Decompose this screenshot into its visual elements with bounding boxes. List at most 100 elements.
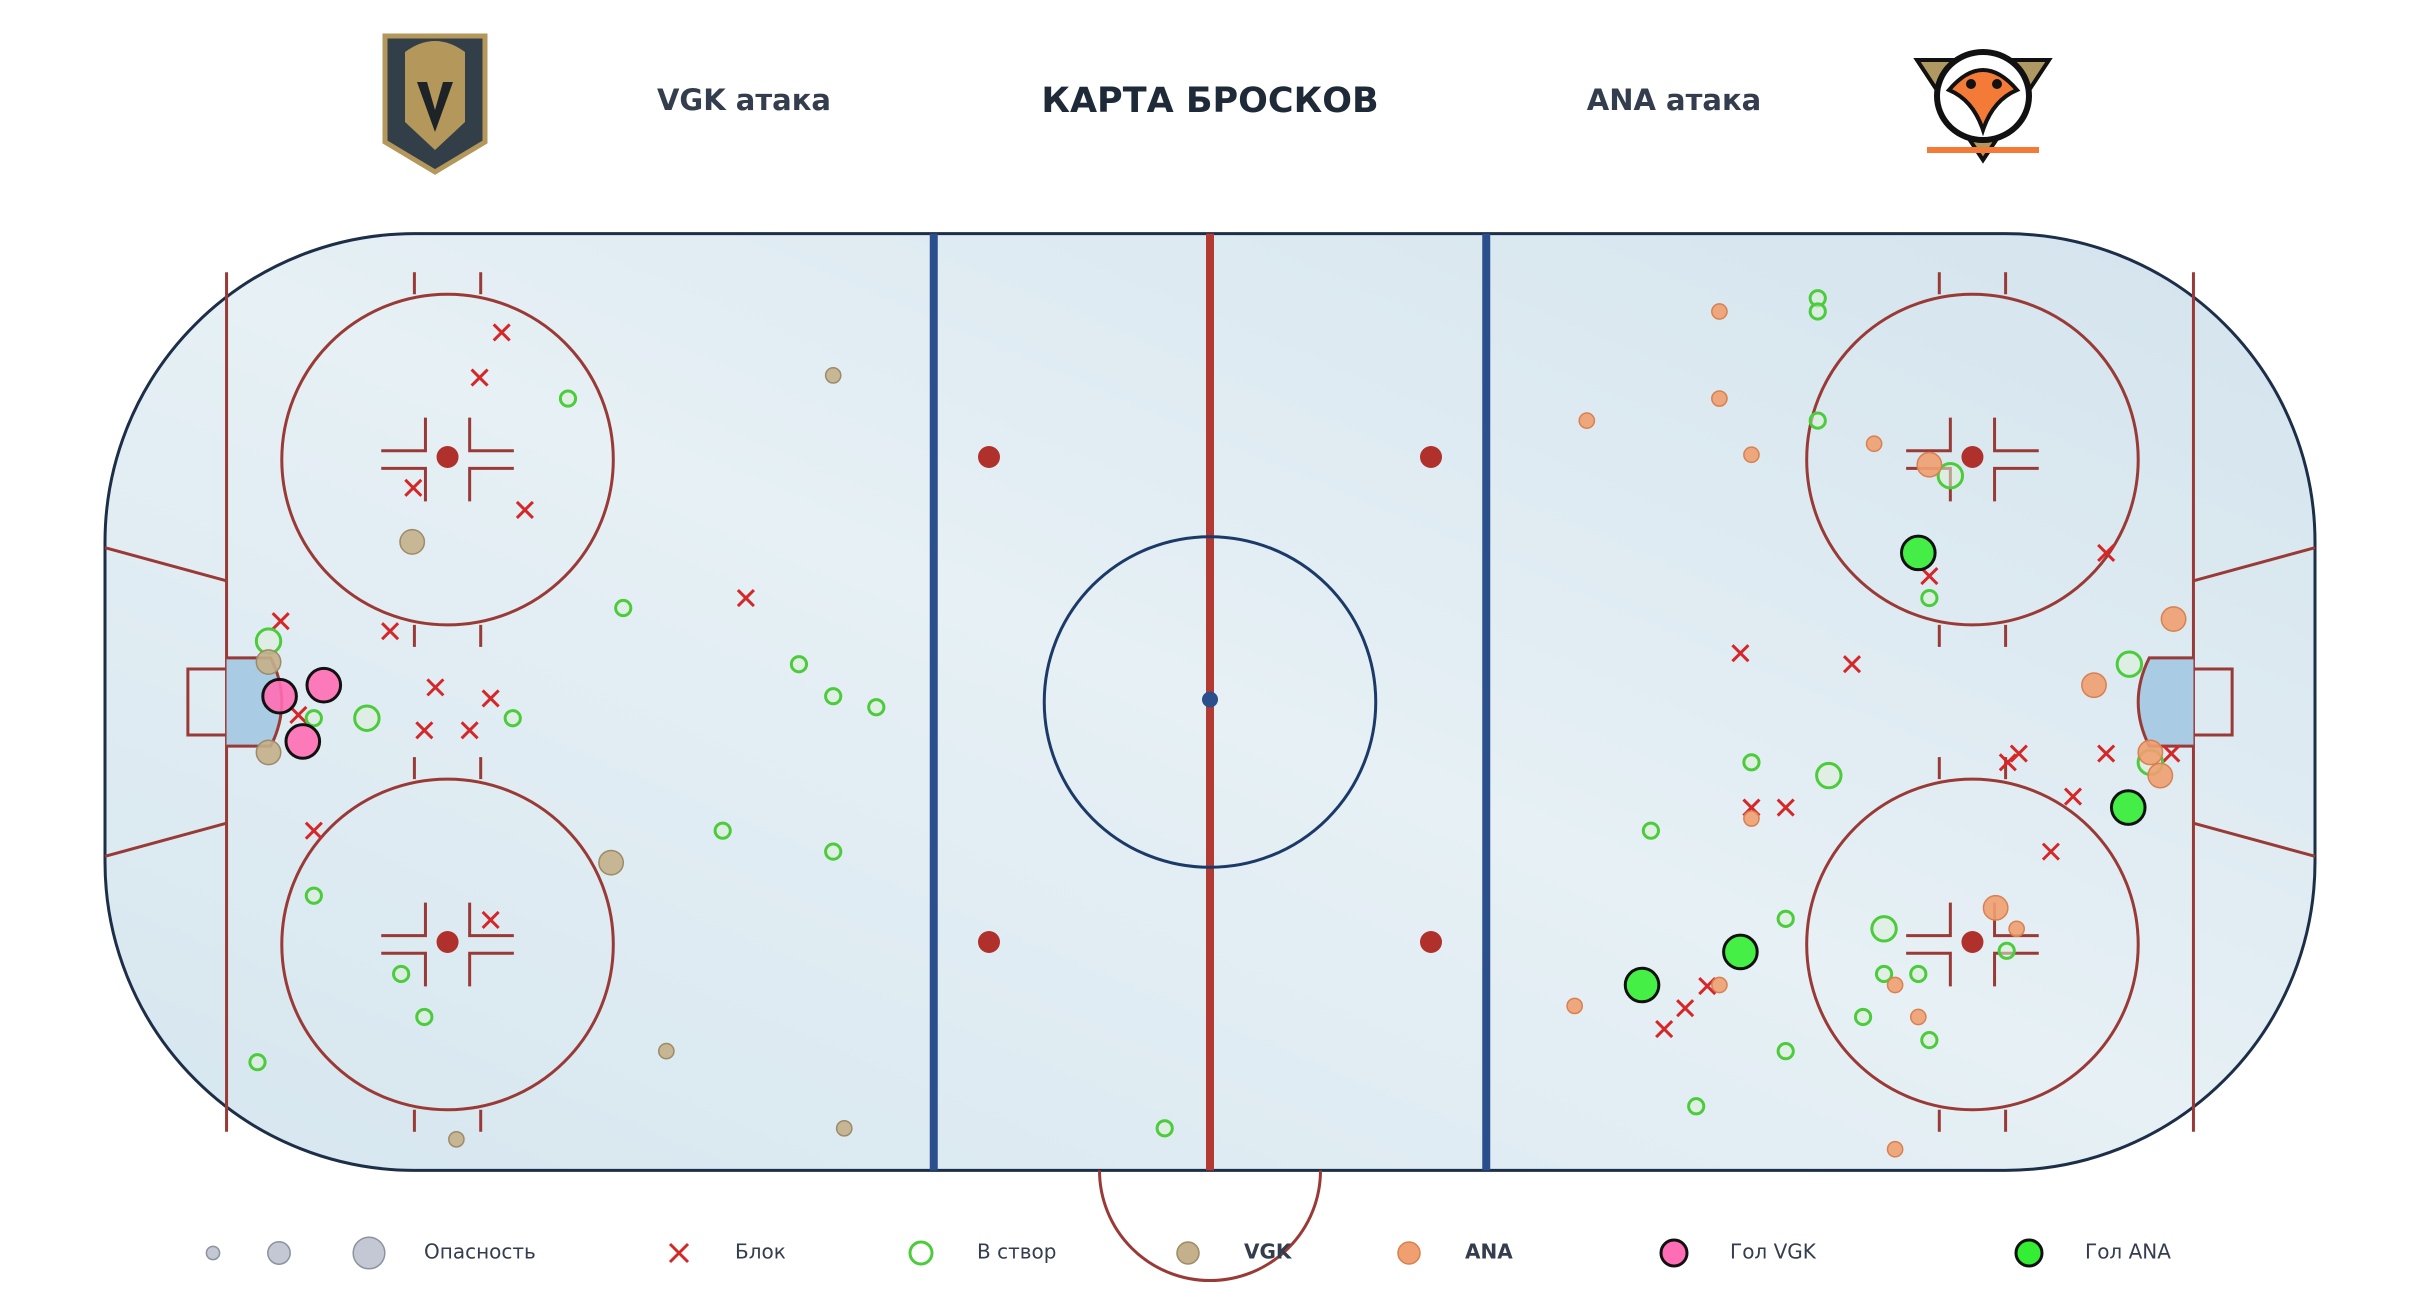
legend-mark [1659, 1238, 1689, 1268]
chart-title: КАРТА БРОСКОВ [1041, 81, 1378, 121]
on-goal-shot [1815, 761, 1843, 790]
size-legend-mark [352, 1236, 386, 1270]
shot [2137, 739, 2164, 766]
block-mark [736, 589, 755, 608]
shot [2147, 762, 2174, 789]
faceoff-hash [381, 468, 425, 501]
shot [1743, 810, 1760, 827]
on-goal-shot [824, 842, 843, 861]
shot [284, 723, 322, 760]
shot [2160, 606, 2187, 632]
shot [1886, 1140, 1904, 1158]
faceoff-hash [1906, 418, 1950, 451]
block-mark [304, 821, 323, 840]
ana-logo [1913, 49, 2053, 164]
legend-mark [668, 1242, 690, 1264]
shot [261, 677, 298, 715]
block-mark [1655, 1020, 1674, 1039]
faceoff-hash [381, 953, 425, 986]
shot [598, 849, 625, 876]
legend-mark [1176, 1241, 1200, 1265]
block-mark [2063, 787, 2083, 806]
on-goal-shot [1808, 411, 1827, 430]
legend-label: Блок [735, 1240, 786, 1264]
block-mark [426, 678, 445, 697]
faceoff-hash [1906, 903, 1950, 936]
on-goal-shot [1776, 1042, 1795, 1061]
shot [2081, 672, 2107, 699]
on-goal-shot [248, 1053, 267, 1072]
on-goal-shot [353, 704, 381, 732]
left-attack-label: VGK атака [657, 83, 831, 117]
faceoff-hash [1995, 953, 2039, 986]
block-mark [289, 705, 308, 724]
size-legend-mark [267, 1241, 291, 1265]
on-goal-shot [415, 1007, 434, 1027]
rink [105, 234, 2315, 1281]
shot [1578, 412, 1596, 429]
on-goal-shot [1870, 915, 1898, 943]
shot [657, 1042, 675, 1060]
block-mark [1676, 999, 1695, 1018]
on-goal-shot [1920, 588, 1939, 608]
faceoff-dot [1961, 445, 1984, 468]
right-attack-label: ANA атака [1587, 83, 1761, 117]
block-mark [460, 721, 479, 740]
block-mark [381, 622, 400, 641]
legend-label: VGK [1244, 1240, 1293, 1264]
center-dot [1202, 691, 1218, 708]
shot [448, 1130, 465, 1148]
on-goal-shot [1997, 941, 2016, 960]
faceoff-hash [1995, 468, 2039, 501]
legend-mark [908, 1240, 934, 1266]
size-legend-label: Опасность [424, 1240, 536, 1264]
shot [1743, 446, 1760, 464]
on-goal-shot [304, 709, 323, 728]
on-goal-shot [1776, 909, 1795, 928]
block-mark [2162, 744, 2181, 763]
on-goal-shot [713, 821, 732, 840]
shot [255, 739, 282, 766]
shot [1900, 534, 1937, 572]
faceoff-hash [470, 903, 514, 936]
block-mark [1920, 566, 1939, 586]
faceoff-hash [381, 418, 425, 451]
rink-dots [436, 445, 1984, 954]
on-goal-shot [1909, 964, 1928, 984]
shot [305, 666, 343, 704]
on-goal-shot [304, 886, 323, 905]
block-mark [2097, 543, 2116, 562]
faceoff-hash [470, 418, 514, 451]
faceoff-hash [381, 903, 425, 936]
faceoff-hash [1906, 953, 1950, 986]
on-goal-shot [1808, 302, 1827, 321]
shots [248, 289, 2187, 1158]
shot [1711, 303, 1728, 320]
shot [1982, 894, 2009, 921]
block-mark [481, 689, 500, 708]
legend-label: В створ [977, 1240, 1056, 1264]
vgk-logo [382, 33, 488, 175]
shot [255, 649, 282, 675]
shot [1711, 976, 1728, 994]
faceoff-dot [436, 445, 459, 468]
shot [824, 367, 842, 384]
shot [1623, 966, 1661, 1004]
block-mark [481, 910, 500, 930]
block-mark [404, 478, 423, 497]
shot [1886, 976, 1904, 994]
on-goal-shot [1641, 821, 1660, 840]
block-mark [492, 323, 511, 342]
shot [835, 1119, 853, 1137]
on-goal-shot [614, 598, 633, 618]
faceoff-dot [436, 931, 459, 954]
on-goal-shot [1874, 964, 1894, 984]
legend-label: Гол ANA [2085, 1240, 2171, 1264]
shot [1909, 1008, 1927, 1026]
faceoff-hash [470, 468, 514, 501]
faceoff-hash [1995, 418, 2039, 451]
shot [2109, 789, 2147, 826]
faceoff-dot [1420, 445, 1442, 468]
faceoff-dot [978, 445, 1000, 468]
